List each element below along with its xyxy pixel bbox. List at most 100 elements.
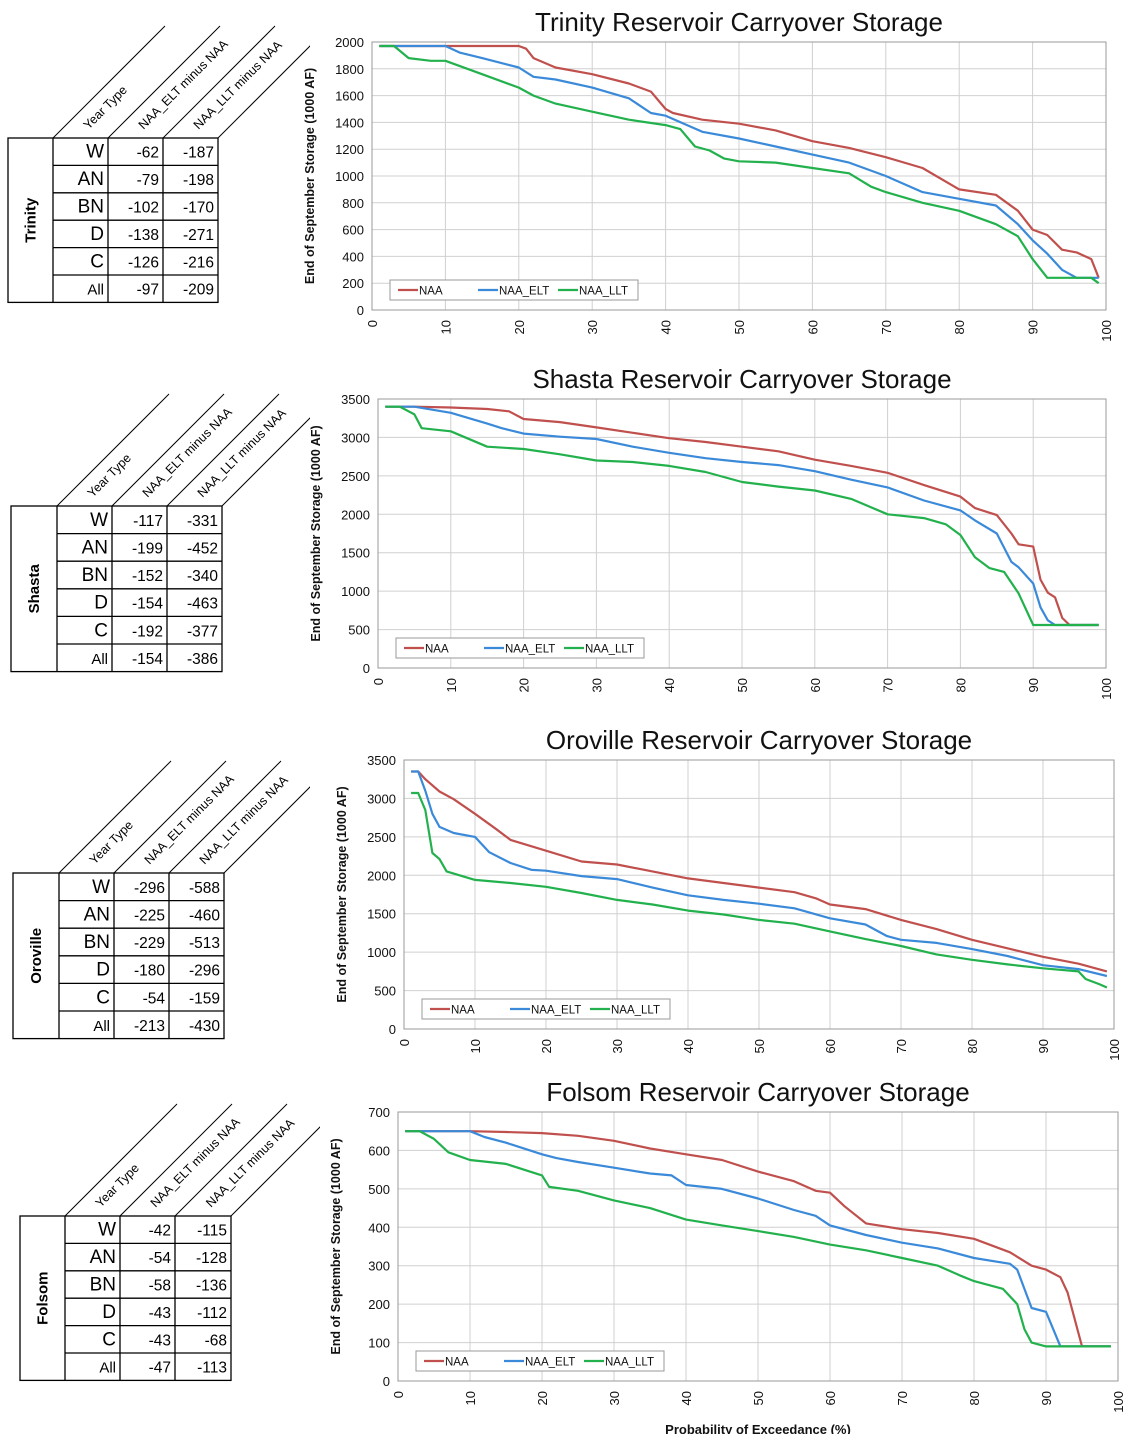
- llt-difference-value: -198: [183, 172, 214, 189]
- y-tick-label: 3000: [367, 791, 396, 806]
- series-line-naa-elt: [411, 770, 1108, 978]
- elt-difference-value: -154: [132, 651, 163, 668]
- elt-difference-value: -180: [134, 963, 165, 980]
- elt-difference-value: -138: [128, 227, 159, 244]
- legend-label: NAA_LLT: [611, 1005, 660, 1017]
- year-type: C: [94, 620, 108, 641]
- llt-difference-value: -331: [187, 513, 218, 530]
- year-type: AN: [84, 904, 110, 925]
- x-tick-label: 100: [1099, 678, 1114, 700]
- year-type: AN: [78, 169, 104, 190]
- x-tick-label: 10: [468, 1039, 483, 1053]
- header-slant-line: [107, 25, 221, 139]
- y-tick-label: 100: [368, 1336, 390, 1351]
- elt-difference-value: -47: [149, 1360, 171, 1377]
- series-line-naa: [411, 770, 1108, 973]
- y-tick-label: 2000: [341, 507, 370, 522]
- y-tick-label: 1000: [367, 945, 396, 960]
- series-line-naa: [385, 405, 1099, 627]
- x-tick-label: 0: [371, 678, 386, 685]
- x-tick-label: 40: [662, 678, 677, 692]
- x-tick-label: 80: [953, 678, 968, 692]
- x-tick-label: 90: [1039, 1391, 1054, 1405]
- panel-oroville: Year Type NAA_ELT minus NAA NAA_LLT minus …: [0, 720, 1130, 1065]
- x-tick-label: 60: [805, 320, 820, 334]
- x-tick-label: 70: [879, 320, 894, 334]
- x-tick-label: 100: [1107, 1039, 1122, 1061]
- y-tick-label: 1500: [341, 546, 370, 561]
- y-tick-label: 200: [342, 276, 364, 291]
- plot-area: [371, 41, 1107, 311]
- series-line-naa-elt: [385, 405, 1099, 627]
- llt-difference-value: -430: [189, 1018, 220, 1035]
- series-line-naa-llt: [385, 405, 1099, 627]
- x-tick-label: 100: [1099, 320, 1114, 342]
- x-tick-label: 90: [1026, 678, 1041, 692]
- elt-difference-value: -58: [149, 1278, 171, 1295]
- header-slant-line: [221, 417, 310, 507]
- y-tick-label: 1000: [341, 584, 370, 599]
- x-tick-label: 20: [539, 1039, 554, 1053]
- elt-difference-value: -102: [128, 200, 159, 217]
- elt-difference-value: -117: [133, 513, 163, 530]
- y-axis-label: End of September Storage (1000 AF): [303, 68, 317, 284]
- column-header: Year Type: [87, 818, 136, 867]
- y-tick-label: 400: [368, 1220, 390, 1235]
- legend-box: [389, 279, 639, 301]
- x-tick-label: 0: [397, 1039, 412, 1046]
- x-tick-label: 60: [823, 1391, 838, 1405]
- y-tick-label: 3000: [341, 430, 370, 445]
- llt-difference-value: -170: [183, 200, 214, 217]
- elt-difference-value: -229: [134, 935, 165, 952]
- legend-label: NAA_LLT: [579, 286, 628, 298]
- x-tick-label: 90: [1026, 320, 1041, 334]
- x-tick-label: 30: [610, 1039, 625, 1053]
- llt-difference-value: -216: [183, 254, 214, 271]
- year-type: D: [102, 1302, 116, 1323]
- x-tick-label: 20: [517, 678, 532, 692]
- y-tick-label: 0: [357, 303, 364, 318]
- y-tick-label: 400: [342, 249, 364, 264]
- llt-difference-value: -340: [187, 568, 218, 585]
- year-type-all: All: [93, 1018, 110, 1035]
- panel-trinity: Year Type NAA_ELT minus NAA NAA_LLT minus …: [0, 0, 1130, 355]
- x-tick-label: 90: [1036, 1039, 1051, 1053]
- year-type: W: [92, 877, 110, 898]
- header-slant-line: [162, 25, 276, 139]
- storage-chart: Trinity Reservoir Carryover Storage 0 10 20…: [303, 7, 1114, 342]
- x-tick-label: 20: [512, 320, 527, 334]
- plot-area: [403, 759, 1115, 1030]
- x-tick-label: 0: [365, 320, 380, 327]
- series-line-naa: [405, 1130, 1111, 1348]
- column-header: Year Type: [93, 1161, 142, 1210]
- y-tick-label: 1800: [335, 62, 364, 77]
- reservoir-label: Folsom: [35, 1272, 52, 1325]
- elt-difference-value: -97: [137, 282, 159, 299]
- header-slant-line: [56, 393, 170, 507]
- x-tick-label: 80: [965, 1039, 980, 1053]
- elt-difference-value: -199: [132, 540, 163, 557]
- year-type: AN: [82, 537, 108, 558]
- y-tick-label: 500: [374, 984, 396, 999]
- elt-difference-value: -54: [149, 1250, 172, 1267]
- x-tick-label: 20: [535, 1391, 550, 1405]
- column-header: Year Type: [85, 451, 134, 500]
- llt-difference-value: -115: [197, 1223, 227, 1240]
- y-tick-label: 1500: [367, 907, 396, 922]
- header-slant-line: [166, 393, 280, 507]
- series-line-naa-llt: [411, 791, 1108, 989]
- llt-difference-value: -136: [196, 1278, 227, 1295]
- reservoir-label: Shasta: [26, 564, 43, 614]
- header-slant-line: [174, 1103, 288, 1217]
- reservoir-label: Oroville: [28, 928, 45, 984]
- header-slant-line: [111, 393, 225, 507]
- reservoir-label: Trinity: [23, 197, 40, 243]
- elt-difference-value: -154: [132, 596, 163, 613]
- elt-difference-value: -225: [134, 907, 165, 924]
- llt-difference-value: -209: [183, 282, 214, 299]
- header-slant-line: [58, 760, 172, 874]
- x-tick-label: 60: [823, 1039, 838, 1053]
- elt-difference-value: -62: [137, 145, 159, 162]
